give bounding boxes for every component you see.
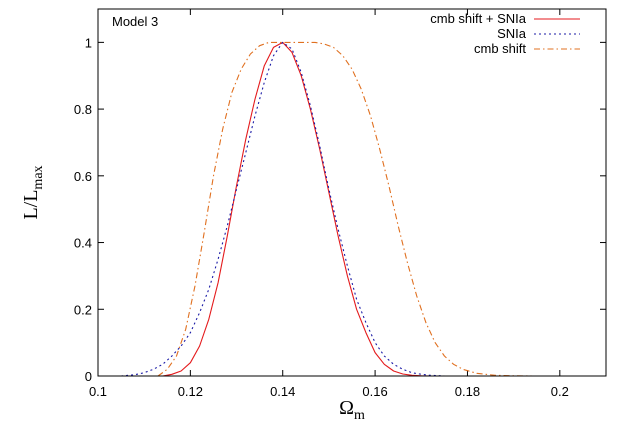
- x-axis-label-sub: m: [354, 408, 365, 423]
- axis-ticks: [97, 9, 606, 377]
- model-annotation: Model 3: [112, 14, 158, 29]
- series-layer: [121, 41, 533, 377]
- legend-label: cmb shift + SNIa: [430, 11, 526, 26]
- series-line-0: [162, 41, 431, 377]
- y-tick-label: 0.6: [74, 169, 92, 184]
- y-axis-label-sub: max: [31, 165, 46, 189]
- x-axis-label: Ωm: [339, 397, 365, 423]
- tick-labels: 0.1 0.12 0.14 0.16 0.18 0.2 0 0.2 0.4 0.6 0.8 1: [74, 35, 569, 399]
- y-axis-label-main: L/L: [20, 190, 42, 220]
- y-tick-label: 0.2: [74, 302, 92, 317]
- y-tick-label: 0: [85, 369, 92, 384]
- y-tick-label: 0.8: [74, 102, 92, 117]
- plot-frame: [97, 8, 607, 377]
- series-line-2: [157, 41, 533, 377]
- x-tick-label: 0.1: [89, 384, 107, 399]
- x-tick-label: 0.2: [551, 384, 569, 399]
- legend-label: cmb shift: [474, 41, 526, 56]
- y-tick-label: 1: [85, 35, 92, 50]
- x-tick-label: 0.18: [455, 384, 480, 399]
- x-tick-label: 0.14: [270, 384, 295, 399]
- x-tick-label: 0.16: [362, 384, 387, 399]
- y-axis-label: L/Lmax: [20, 165, 46, 219]
- x-tick-label: 0.12: [178, 384, 203, 399]
- x-axis-label-main: Ω: [339, 397, 354, 419]
- legend-label: SNIa: [497, 26, 527, 41]
- series-line-1: [121, 41, 445, 377]
- y-tick-label: 0.4: [74, 236, 92, 251]
